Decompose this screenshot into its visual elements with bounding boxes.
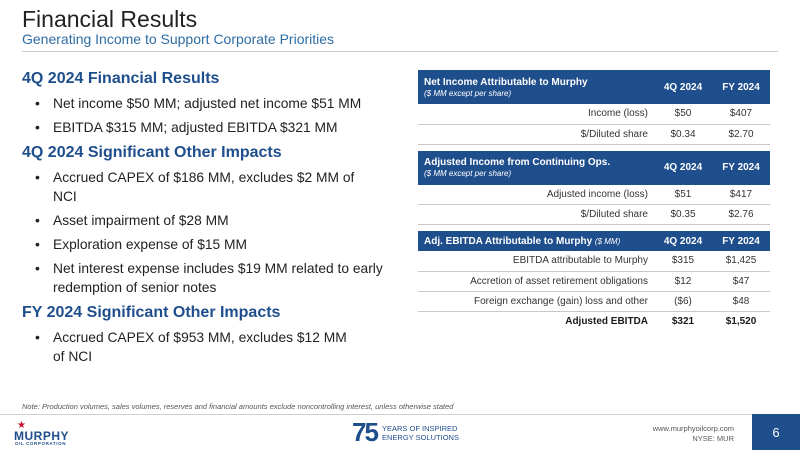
column-header-4q: 4Q 2024 [654, 70, 712, 104]
bullet-item: Asset impairment of $28 MM [22, 211, 392, 230]
logo-wordmark: MURPHY [14, 429, 70, 443]
table-title: Net Income Attributable to Murphy [424, 76, 588, 88]
value-4q: $50 [654, 104, 712, 125]
value-fy: $48 [712, 291, 770, 312]
value-fy: $417 [712, 184, 770, 205]
website-url: www.murphyoilcorp.com [652, 424, 734, 433]
table-subtitle: ($ MM except per share) [424, 88, 512, 98]
page-title: Financial Results [22, 6, 198, 32]
bullet-item: EBITDA $315 MM; adjusted EBITDA $321 MM [22, 118, 392, 137]
table-row: $/Diluted share $0.34 $2.70 [418, 124, 770, 145]
value-fy: $1,520 [725, 315, 757, 327]
value-fy: $1,425 [712, 251, 770, 272]
value-4q: $321 [671, 315, 695, 327]
bullet-item: Net income $50 MM; adjusted net income $… [22, 94, 392, 113]
value-fy: $407 [712, 104, 770, 125]
value-4q: $0.34 [654, 124, 712, 145]
table-header-title: Adj. EBITDA Attributable to Murphy ($ MM… [418, 231, 654, 251]
bullet-list-fy-impacts: Accrued CAPEX of $953 MM, excludes $12 M… [22, 328, 392, 366]
row-label: Income (loss) [418, 104, 654, 125]
value-4q: $12 [654, 271, 712, 292]
net-income-table: Net Income Attributable to Murphy ($ MM … [418, 70, 770, 145]
anniversary-line: YEARS OF INSPIRED [382, 424, 458, 433]
page-number: 6 [752, 414, 800, 450]
section-heading-fy-impacts: FY 2024 Significant Other Impacts [22, 304, 281, 321]
table-header-title: Net Income Attributable to Murphy ($ MM … [418, 70, 654, 104]
table-title: Adj. EBITDA Attributable to Murphy [424, 235, 593, 247]
section-heading-4q-impacts: 4Q 2024 Significant Other Impacts [22, 144, 282, 161]
row-label: Adjusted EBITDA [565, 315, 648, 327]
table-row: $/Diluted share $0.35 $2.76 [418, 204, 770, 225]
results-summary: 4Q 2024 Financial Results Net income $50… [22, 64, 392, 371]
table-title: Adjusted Income from Continuing Ops. [424, 157, 611, 168]
value-4q: $51 [654, 184, 712, 205]
row-label: $/Diluted share [418, 124, 654, 145]
column-header-fy: FY 2024 [712, 150, 770, 185]
adjusted-income-table: Adjusted Income from Continuing Ops. ($ … [418, 150, 770, 225]
bullet-item: Exploration expense of $15 MM [22, 235, 392, 254]
financial-tables: Net Income Attributable to Murphy ($ MM … [418, 70, 770, 337]
column-header-4q: 4Q 2024 [654, 150, 712, 185]
adjusted-ebitda-table: Adj. EBITDA Attributable to Murphy ($ MM… [418, 231, 770, 331]
table-subtitle: ($ MM) [594, 236, 621, 246]
value-fy: $2.76 [712, 204, 770, 225]
stock-ticker: NYSE: MUR [692, 434, 734, 443]
bullet-item: Accrued CAPEX of $953 MM, excludes $12 M… [22, 328, 392, 366]
row-label: Accretion of asset retirement obligation… [418, 271, 654, 292]
row-label: Adjusted income (loss) [418, 184, 654, 205]
value-4q: $0.35 [654, 204, 712, 225]
footer-divider [0, 414, 800, 415]
bullet-list-4q-impacts: Accrued CAPEX of $186 MM, excludes $2 MM… [22, 168, 392, 297]
footnote: Note: Production volumes, sales volumes,… [22, 402, 454, 411]
table-header-title: Adjusted Income from Continuing Ops. ($ … [418, 150, 654, 185]
page-subtitle: Generating Income to Support Corporate P… [22, 31, 335, 47]
table-row: Adjusted income (loss) $51 $417 [418, 184, 770, 205]
bullet-item: Accrued CAPEX of $186 MM, excludes $2 MM… [22, 168, 392, 206]
bullet-item: Net interest expense includes $19 MM rel… [22, 259, 392, 297]
anniversary-line: ENERGY SOLUTIONS [382, 433, 459, 442]
row-label: EBITDA attributable to Murphy [418, 251, 654, 272]
row-label: Foreign exchange (gain) loss and other [418, 291, 654, 312]
logo-subtext: OIL CORPORATION [15, 441, 67, 446]
value-fy: $2.70 [712, 124, 770, 145]
section-heading-4q-results: 4Q 2024 Financial Results [22, 70, 220, 87]
table-row: Accretion of asset retirement obligation… [418, 271, 770, 292]
column-header-4q: 4Q 2024 [654, 231, 712, 251]
table-row: Foreign exchange (gain) loss and other (… [418, 291, 770, 312]
value-4q: $315 [654, 251, 712, 272]
star-icon: ★ [17, 420, 26, 431]
row-label: $/Diluted share [418, 204, 654, 225]
anniversary-number: 75 [352, 417, 379, 447]
table-row: EBITDA attributable to Murphy $315 $1,42… [418, 251, 770, 272]
table-total-row: Adjusted EBITDA $321 $1,520 [418, 311, 770, 331]
value-4q: ($6) [654, 291, 712, 312]
table-subtitle: ($ MM except per share) [424, 169, 512, 178]
anniversary-text: YEARS OF INSPIRED ENERGY SOLUTIONS [382, 424, 492, 442]
table-row: Income (loss) $50 $407 [418, 104, 770, 125]
title-divider [22, 51, 778, 52]
column-header-fy: FY 2024 [712, 231, 770, 251]
bullet-list-4q-results: Net income $50 MM; adjusted net income $… [22, 94, 392, 137]
value-fy: $47 [712, 271, 770, 292]
column-header-fy: FY 2024 [712, 70, 770, 104]
company-logo: ★ MURPHY OIL CORPORATION [14, 420, 76, 447]
